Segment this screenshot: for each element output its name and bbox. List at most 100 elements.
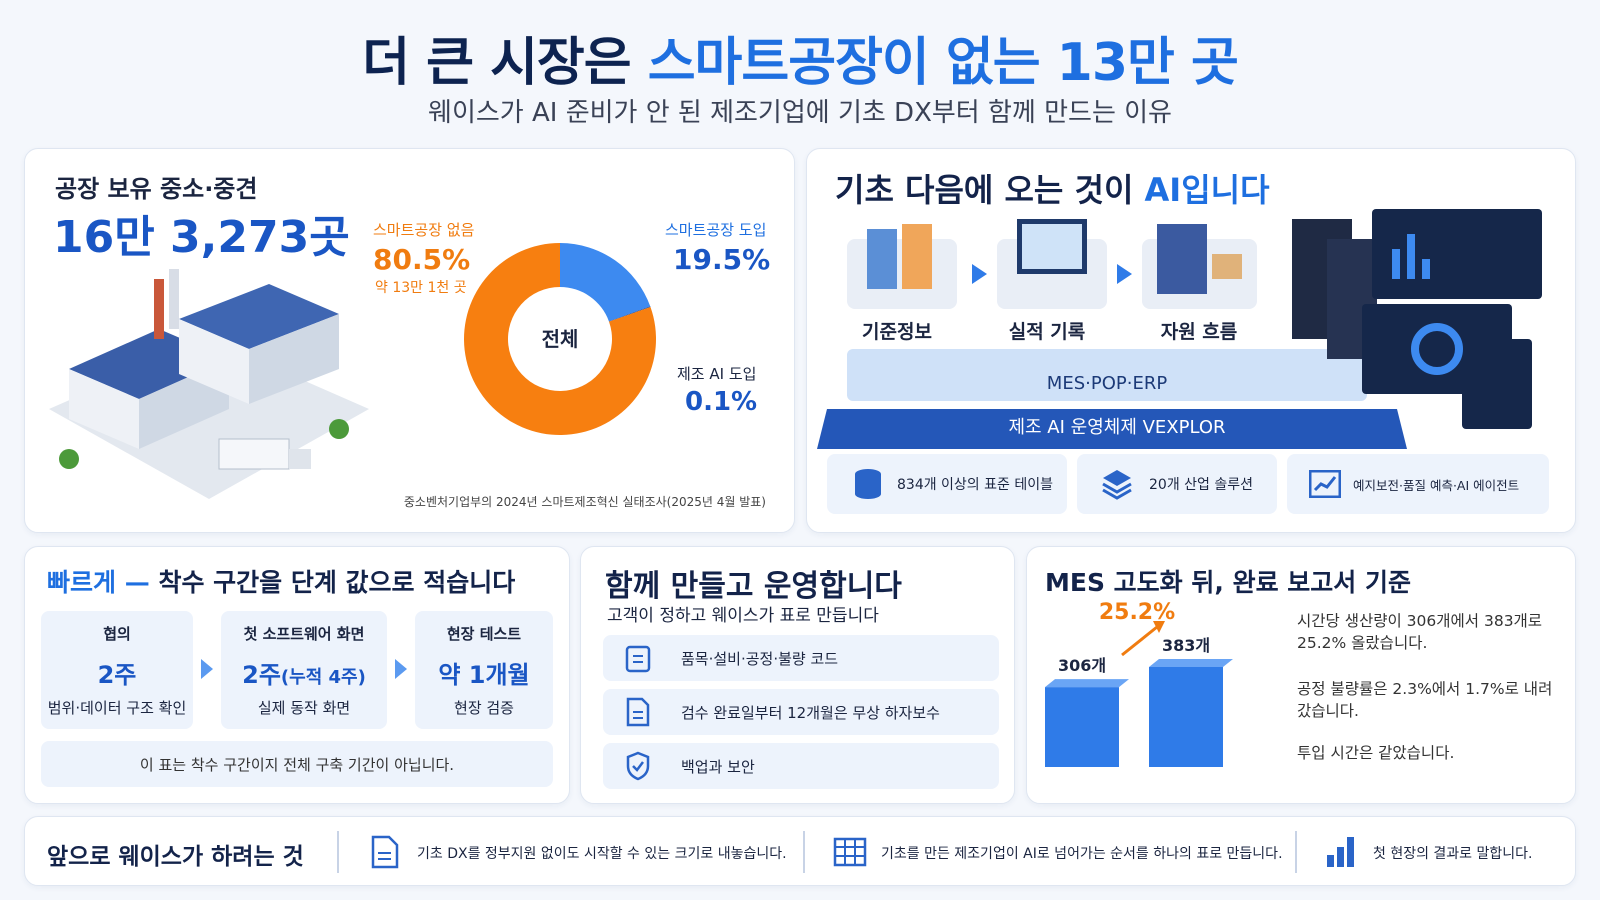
ai-title: 기초 다음에 오는 것이 AI입니다	[835, 165, 1270, 211]
stage-arrow	[201, 659, 213, 679]
results-panel: MES 고도화 뒤, 완료 보고서 기준 306개 383개 25.2% 시간당 생…	[1026, 546, 1576, 804]
doc-icon	[371, 835, 399, 869]
footer-text: 첫 현장의 결과로 말합니다.	[1373, 846, 1533, 862]
market-label: 공장 보유 중소·중견	[55, 175, 258, 203]
speed-title-prefix: 빠르게 —	[47, 568, 150, 597]
stage-arrow	[395, 659, 407, 679]
doc-icon	[626, 697, 650, 727]
together-item: 백업과 보안	[603, 743, 999, 789]
source-note: 중소벤처기업부의 2024년 스마트제조혁신 실태조사(2025년 4월 발표)	[403, 495, 766, 509]
feature-chip: 834개 이상의 표준 테이블	[827, 454, 1067, 514]
footer-text: 기초 DX를 정부지원 없이도 시작할 수 있는 크기로 내놓습니다.	[417, 846, 787, 862]
speed-title-text: 착수 구간을 단계 값으로 적습니다	[158, 568, 516, 597]
speed-note-box: 이 표는 착수 구간이지 전체 구축 기간이 아닙니다.	[41, 741, 553, 787]
feature-text: 20개 산업 솔루션	[1149, 477, 1253, 493]
stage-card: 현장 테스트 약 1개월 현장 검증	[415, 611, 553, 729]
speed-note: 이 표는 착수 구간이지 전체 구축 기간이 아닙니다.	[139, 756, 455, 774]
result-note: 투입 시간은 같았습니다.	[1297, 744, 1455, 762]
together-item: 품목·설비·공정·불량 코드	[603, 635, 999, 681]
market-panel: 공장 보유 중소·중견 16만 3,273곳 스마트공장 도입 19.5% 제조 A…	[24, 148, 795, 533]
ai-title-prefix: 기초 다음에 오는 것이	[835, 171, 1134, 209]
pie-value-label: 0.1%	[685, 387, 758, 417]
stage-duration-main: 2주	[242, 661, 281, 689]
db-icon	[855, 469, 881, 499]
result-note: 공정 불량률은 2.3%에서 1.7%로 내려갔습니다.	[1297, 680, 1553, 720]
growth-annotation: 25.2%	[1099, 600, 1175, 625]
together-text: 백업과 보안	[681, 758, 755, 776]
pie-category-label: 스마트공장 없음	[373, 221, 475, 239]
together-subtitle: 고객이 정하고 웨이스가 표로 만듭니다	[607, 606, 879, 626]
speed-title: 빠르게 — 착수 구간을 단계 값으로 적습니다	[47, 563, 515, 599]
pie-value-label: 19.5%	[673, 243, 771, 276]
layer-label: MES·POP·ERP	[1046, 373, 1168, 394]
footer-text: 기초를 만든 제조기업이 AI로 넘어가는 순서를 하나의 표로 만듭니다.	[881, 846, 1283, 862]
stage-name: 첫 소프트웨어 화면	[243, 625, 365, 643]
result-note: 시간당 생산량이 306개에서 383개로 25.2% 올랐습니다.	[1297, 612, 1543, 652]
divider	[1295, 831, 1297, 873]
step-label: 실적 기록	[1008, 321, 1086, 343]
table-icon	[833, 837, 867, 867]
divider	[337, 831, 339, 873]
footer-panel: 앞으로 웨이스가 하려는 것 기초 DX를 정부지원 없이도 시작할 수 있는 …	[24, 816, 1576, 886]
together-title: 함께 만들고 운영합니다	[605, 569, 902, 604]
ai-title-highlight: AI입니다	[1144, 171, 1270, 209]
donut-slice	[464, 243, 656, 435]
feature-chip: 20개 산업 솔루션	[1077, 454, 1277, 514]
stage-duration: 2주(누적 4주)	[221, 655, 387, 690]
bar	[1045, 687, 1119, 767]
donut-chart: 전체	[464, 243, 656, 435]
feature-text: 834개 이상의 표준 테이블	[897, 477, 1053, 493]
together-text: 검수 완료일부터 12개월은 무상 하자보수	[681, 704, 940, 722]
shield-icon	[626, 751, 650, 781]
footer-title: 앞으로 웨이스가 하려는 것	[47, 844, 304, 870]
donut-center-label: 전체	[542, 327, 579, 351]
factory-illustration	[49, 269, 369, 499]
donut-slice	[560, 243, 651, 322]
feature-chip: 예지보전·품질 예측·AI 에이전트	[1287, 454, 1549, 514]
step-label: 기준정보	[862, 321, 932, 343]
stage-duration: 2주	[97, 661, 137, 689]
bars-icon	[1327, 837, 1354, 867]
pie-category-label: 제조 AI 도입	[677, 365, 757, 383]
ai-illustration	[817, 209, 1542, 449]
title-prefix: 더 큰 시장은	[362, 33, 631, 93]
stage-duration: 약 1개월	[438, 661, 530, 689]
stage-card: 첫 소프트웨어 화면 2주(누적 4주) 실제 동작 화면	[221, 611, 387, 729]
clipboard-icon	[625, 645, 651, 673]
together-text: 품목·설비·공정·불량 코드	[681, 650, 839, 668]
divider	[803, 831, 805, 873]
stage-name: 협의	[103, 625, 131, 643]
page-title: 더 큰 시장은 스마트공장이 없는 13만 곳	[0, 20, 1600, 95]
growth-arrowhead	[1153, 621, 1165, 633]
stage-name: 현장 테스트	[446, 625, 522, 643]
title-highlight: 스마트공장이 없는 13만 곳	[647, 33, 1239, 93]
bar-top	[1045, 679, 1129, 688]
pie-sub-label: 약 13만 1천 곳	[375, 280, 467, 296]
market-total: 16만 3,273곳	[53, 212, 350, 263]
ai-panel: 기초 다음에 오는 것이 AI입니다 기준정보 실적 기록 자원 흐름 MES·…	[806, 148, 1576, 533]
together-item: 검수 완료일부터 12개월은 무상 하자보수	[603, 689, 999, 735]
bar-top	[1149, 659, 1233, 667]
chart-icon	[1309, 470, 1341, 498]
stage-card: 협의 2주 범위·데이터 구조 확인	[41, 611, 193, 729]
layer-label: 제조 AI 운영체제 VEXPLOR	[1008, 417, 1226, 438]
stage-duration-note: (누적 4주)	[280, 667, 366, 688]
feature-text: 예지보전·품질 예측·AI 에이전트	[1353, 478, 1520, 493]
stage-desc: 범위·데이터 구조 확인	[47, 699, 187, 717]
step-label: 자원 흐름	[1160, 321, 1238, 343]
bar-value-label: 383개	[1162, 636, 1210, 655]
layers-icon	[1102, 470, 1132, 500]
donut-slice	[608, 306, 651, 322]
subtitle: 웨이스가 AI 준비가 안 된 제조기업에 기초 DX부터 함께 만드는 이유	[428, 98, 1172, 128]
bar-value-label: 306개	[1058, 656, 1106, 675]
stage-desc: 현장 검증	[454, 699, 514, 717]
bar	[1149, 667, 1223, 767]
together-panel: 함께 만들고 운영합니다 고객이 정하고 웨이스가 표로 만듭니다 품목·설비·…	[580, 546, 1015, 804]
pie-category-label: 스마트공장 도입	[665, 221, 767, 239]
speed-panel: 빠르게 — 착수 구간을 단계 값으로 적습니다 협의 2주 범위·데이터 구조…	[24, 546, 570, 804]
growth-arrow	[1121, 625, 1158, 657]
pie-value-label: 80.5%	[373, 243, 471, 276]
stage-desc: 실제 동작 화면	[257, 699, 351, 717]
bar-chart: 306개 383개 25.2%	[1045, 600, 1233, 767]
